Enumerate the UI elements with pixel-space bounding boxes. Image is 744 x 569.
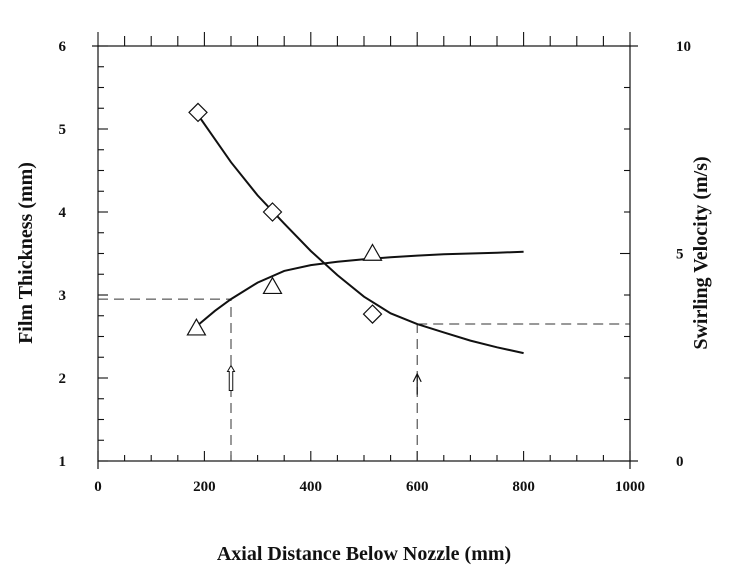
x-tick-label: 800 — [512, 479, 535, 495]
data-markers — [186, 102, 383, 336]
arrow-up-icon — [226, 364, 236, 391]
y-tick-label: 1 — [59, 454, 67, 470]
diamond-marker — [188, 102, 208, 123]
diamond-marker — [262, 202, 283, 222]
arrow-up-icon — [412, 372, 422, 383]
plot-border — [97, 45, 631, 462]
triangle-marker — [186, 317, 207, 336]
tick-labels: 0 200 400 600 800 1000 1 2 3 4 5 6 0 5 10 — [59, 39, 692, 495]
tick-marks — [97, 32, 631, 462]
y2-tick-label: 10 — [676, 39, 691, 55]
y2-tick-label: 5 — [676, 247, 684, 263]
x-tick-label: 0 — [94, 479, 102, 495]
arrows — [226, 364, 422, 395]
triangle-marker — [362, 243, 383, 261]
x-tick-label: 600 — [406, 479, 429, 495]
triangle-fit-curve — [198, 250, 524, 325]
y-axis-title: Film Thickness (mm) — [15, 162, 37, 344]
y-tick-label: 2 — [59, 371, 67, 387]
y2-axis-title: Swirling Velocity (m/s) — [690, 156, 712, 349]
triangle-marker — [262, 276, 283, 295]
diamond-marker — [362, 304, 383, 324]
diamond-fit-curve — [198, 115, 524, 355]
reference-lines — [98, 298, 630, 461]
x-tick-label: 400 — [300, 479, 323, 495]
x-tick-label: 200 — [193, 479, 216, 495]
fit-curves — [198, 115, 524, 355]
y-tick-label: 5 — [59, 122, 67, 138]
x-axis-title: Axial Distance Below Nozzle (mm) — [217, 543, 511, 565]
x-tick-label: 1000 — [615, 479, 645, 495]
y2-tick-label: 0 — [676, 454, 684, 470]
y-tick-label: 3 — [59, 288, 67, 304]
y-tick-label: 6 — [59, 39, 67, 55]
y-tick-label: 4 — [59, 205, 67, 221]
